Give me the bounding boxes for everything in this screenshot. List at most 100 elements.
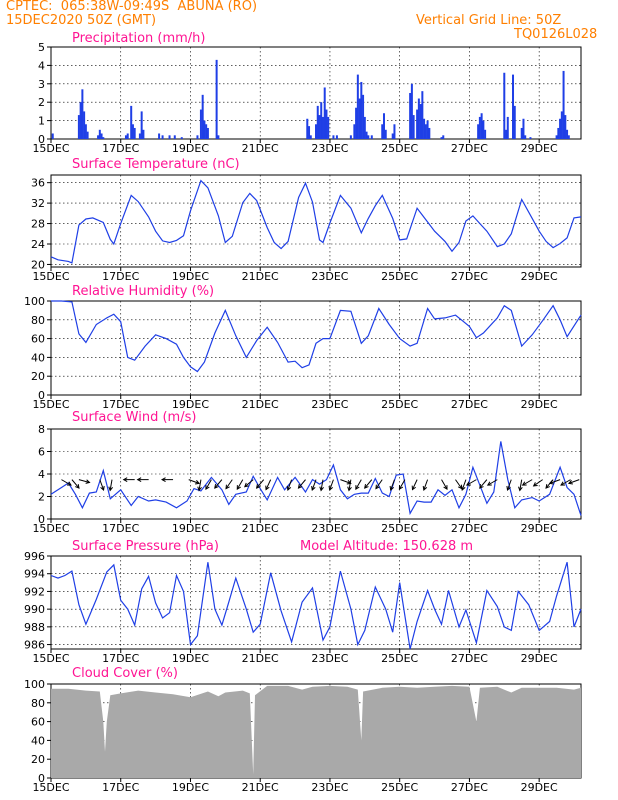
wind-arrow-head xyxy=(545,484,550,489)
wind-arrow-head xyxy=(108,486,113,492)
y-tick-label: 24 xyxy=(31,238,45,251)
precip-bar xyxy=(124,135,127,139)
precip-bar xyxy=(566,129,569,139)
y-tick-label: 20 xyxy=(31,258,45,271)
x-tick-label: 25DEC xyxy=(381,781,418,794)
precip-bar xyxy=(142,129,145,139)
y-tick-label: 40 xyxy=(31,351,45,364)
x-tick-label: 15DEC xyxy=(32,781,69,794)
wind-arrow-head xyxy=(389,485,395,491)
wind-arrow-head xyxy=(347,486,352,492)
panel-2: 20 24 28 32 36 15DEC 17DEC 19DEC 21DEC 23DEC 25DEC… xyxy=(31,157,582,283)
precip-bar xyxy=(393,124,396,139)
x-tick-label: 19DEC xyxy=(172,652,209,665)
wind-arrow-head xyxy=(506,485,511,491)
precip-bar xyxy=(327,116,330,139)
x-tick-label: 27DEC xyxy=(451,522,488,535)
wind-arrow-head xyxy=(136,477,142,482)
cloud-area xyxy=(51,685,581,778)
precip-bar xyxy=(79,102,82,139)
precip-bar xyxy=(416,109,419,139)
y-tick-label: 0 xyxy=(38,772,45,785)
panel-title: Surface Wind (m/s) xyxy=(72,410,196,425)
precip-bar xyxy=(559,118,562,139)
precip-bar xyxy=(562,70,565,139)
precip-bar xyxy=(158,133,161,139)
x-tick-label: 27DEC xyxy=(451,781,488,794)
x-tick-label: 19DEC xyxy=(172,781,209,794)
precip-bar xyxy=(206,127,209,139)
x-tick-label: 23DEC xyxy=(311,142,348,155)
wind-arrow xyxy=(522,479,533,486)
wind-arrow-head xyxy=(521,481,527,486)
wind-arrow xyxy=(236,479,244,490)
x-tick-label: 29DEC xyxy=(521,398,558,411)
precip-bar xyxy=(349,135,352,139)
x-tick-label: 19DEC xyxy=(172,270,209,283)
x-tick-label: 23DEC xyxy=(311,522,348,535)
precip-bar xyxy=(215,59,218,139)
wind-arrow xyxy=(340,479,351,484)
precip-bar xyxy=(100,133,103,139)
wind-arrow-head xyxy=(319,486,324,492)
precip-bar xyxy=(325,109,328,139)
y-tick-label: 20 xyxy=(31,370,45,383)
precip-bar xyxy=(84,124,87,139)
y-tick-label: 80 xyxy=(31,697,45,710)
wind-arrow xyxy=(568,479,580,484)
x-tick-label: 21DEC xyxy=(242,398,279,411)
precip-bar xyxy=(482,120,485,139)
x-tick-label: 27DEC xyxy=(451,142,488,155)
wind-arrow-head xyxy=(197,486,202,492)
precip-bar xyxy=(367,135,370,139)
wind-arrow xyxy=(298,479,306,489)
wind-arrow-head xyxy=(225,484,230,490)
precip-bar xyxy=(423,118,426,139)
wind-arrow xyxy=(225,479,233,489)
wind-arrow xyxy=(311,479,317,491)
wind-arrow xyxy=(320,479,324,491)
x-tick-label: 21DEC xyxy=(242,652,279,665)
wind-arrow xyxy=(412,479,418,490)
wind-arrow-head xyxy=(160,477,166,482)
precip-bar xyxy=(98,129,101,139)
y-tick-label: 100 xyxy=(24,678,45,691)
precip-bar xyxy=(196,135,199,139)
panel-4: 0 2 4 6 8 15DEC 17DEC 19DEC 21DEC 23DEC 25DEC 27DEC… xyxy=(32,410,582,535)
precip-bar xyxy=(384,129,387,139)
precip-bar xyxy=(83,111,86,139)
wind-arrow-head xyxy=(75,484,80,489)
wind-arrow-head xyxy=(479,484,484,489)
precip-bar xyxy=(363,116,366,139)
precip-bar xyxy=(203,120,206,139)
precip-bar xyxy=(567,135,570,139)
precip-bar xyxy=(506,116,509,139)
x-tick-label: 19DEC xyxy=(172,142,209,155)
wind-arrow-head xyxy=(548,480,554,485)
wind-arrow xyxy=(390,479,395,491)
y-tick-label: 5 xyxy=(38,41,45,54)
station-header: CPTEC: 065:38W-09:49S ABUNA (RO) xyxy=(6,0,258,14)
wind-arrow xyxy=(71,479,80,489)
wind-arrow-head xyxy=(375,484,380,490)
x-tick-label: 27DEC xyxy=(451,270,488,283)
x-tick-label: 25DEC xyxy=(381,522,418,535)
model-id: TQ0126L028 xyxy=(514,27,598,42)
wind-arrow xyxy=(507,479,512,491)
wind-arrow xyxy=(99,479,105,491)
x-tick-label: 25DEC xyxy=(381,270,418,283)
precip-bar xyxy=(560,111,563,139)
panel-frame xyxy=(50,555,582,650)
precip-bar xyxy=(513,105,516,139)
y-tick-label: 1 xyxy=(38,115,45,128)
wind-arrow-head xyxy=(122,477,128,482)
x-tick-label: 15DEC xyxy=(32,652,69,665)
precip-bar xyxy=(477,124,480,139)
x-tick-label: 29DEC xyxy=(521,270,558,283)
precip-bar xyxy=(557,127,560,139)
series-line xyxy=(51,300,582,373)
wind-arrow xyxy=(214,479,223,489)
wind-arrow xyxy=(188,479,200,484)
precip-bar xyxy=(320,102,323,139)
y-tick-label: 20 xyxy=(31,753,45,766)
